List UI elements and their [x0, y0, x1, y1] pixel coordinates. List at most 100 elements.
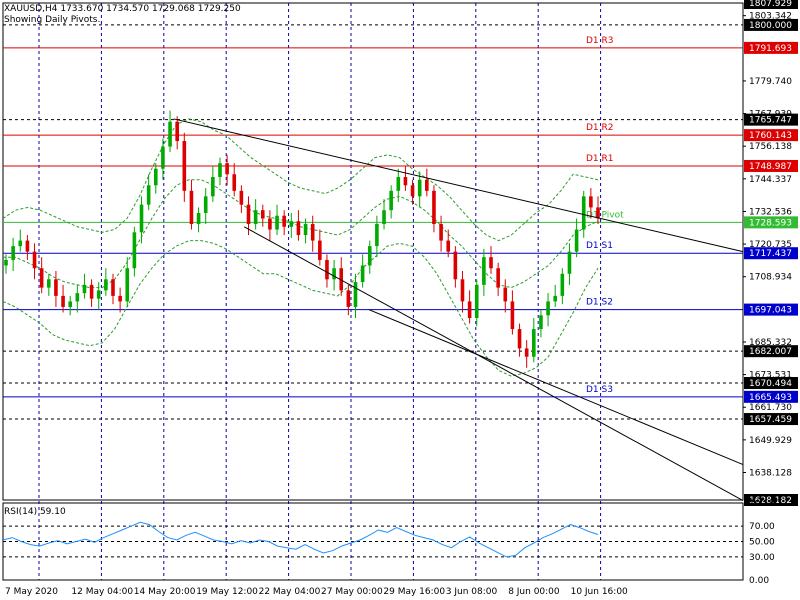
- candle-body: [403, 176, 408, 186]
- candle-body: [253, 210, 258, 225]
- pivot-price-box: [744, 303, 798, 316]
- symbol-info-line: XAUUSD,H4 1733.670 1734.570 1729.068 172…: [4, 4, 241, 14]
- candle-body: [439, 224, 443, 241]
- candle-body: [560, 273, 565, 296]
- candle-body: [517, 329, 522, 349]
- x-tick-label: 8 Jun 00:00: [508, 587, 560, 597]
- pivot-name-label: D1 S1: [586, 241, 613, 251]
- candle-body: [218, 163, 222, 177]
- candle-body: [524, 348, 529, 357]
- candle-body: [417, 179, 422, 197]
- candle-body: [296, 221, 301, 236]
- price-tick-label: 1708.934: [749, 273, 792, 283]
- trendline: [173, 118, 744, 253]
- pivots-note: Showing Daily Pivots.: [4, 15, 101, 25]
- candle-body: [460, 279, 465, 302]
- price-tick-label: 1720.735: [749, 240, 792, 250]
- pivot-name-label: D1 Pivot: [586, 210, 624, 220]
- candle-body: [161, 146, 165, 169]
- rsi-tick-label: 100.00: [749, 499, 781, 509]
- candle-body: [268, 218, 272, 230]
- trendline: [368, 309, 744, 466]
- bollinger-lower: [2, 240, 599, 377]
- price-tick-label: 1638.128: [749, 468, 792, 478]
- candle-body: [275, 215, 279, 230]
- candle-body: [25, 240, 30, 252]
- price-label-box: [744, 494, 798, 506]
- x-tick-label: 22 May 04:00: [259, 587, 321, 597]
- price-label-box: [744, 113, 798, 126]
- candle-body: [332, 268, 336, 280]
- x-tick-label: 14 May 20:00: [134, 587, 196, 597]
- price-label: 1670.494: [749, 379, 792, 389]
- candle-body: [54, 279, 58, 296]
- candle-body: [75, 293, 80, 302]
- pivot-price-label: 1697.043: [749, 306, 792, 316]
- candle-body: [111, 279, 115, 296]
- candle-body: [574, 229, 579, 252]
- rsi-tick-label: 0.00: [749, 576, 769, 586]
- candle-body: [539, 315, 543, 330]
- pivot-price-box: [744, 247, 798, 260]
- candle-body: [453, 251, 458, 280]
- pivot-price-label: 1665.493: [749, 393, 792, 403]
- candle-body: [567, 251, 572, 274]
- price-label-box: [744, 0, 798, 9]
- candle-body: [589, 196, 593, 208]
- candle-body: [532, 329, 536, 357]
- candle-body: [61, 295, 65, 307]
- candle-body: [139, 204, 144, 233]
- pivot-name-label: D1 R1: [586, 154, 614, 164]
- pivot-price-label: 1760.143: [749, 131, 792, 141]
- candle-body: [32, 251, 37, 269]
- candle-body: [18, 240, 23, 247]
- candle-body: [339, 268, 344, 291]
- candle-body: [353, 282, 358, 307]
- candle-body: [432, 190, 436, 225]
- candle-body: [367, 246, 372, 266]
- candle-body: [325, 259, 329, 280]
- price-label-box: [744, 18, 798, 31]
- candle-body: [196, 212, 201, 225]
- price-tick-label: 1685.332: [749, 338, 792, 348]
- rsi-tick-label: 70.00: [749, 522, 775, 532]
- pivot-name-label: D1 S2: [586, 298, 613, 308]
- candle-body: [467, 301, 472, 319]
- candle-body: [346, 290, 351, 307]
- price-tick-label: 1661.730: [749, 403, 792, 413]
- candle-body: [118, 295, 122, 302]
- candle-body: [232, 174, 237, 191]
- trendline: [243, 226, 744, 501]
- candle-body: [153, 168, 158, 186]
- x-tick-label: 19 May 12:00: [196, 587, 258, 597]
- candle-body: [182, 141, 187, 191]
- pivot-name-label: D1 S3: [586, 385, 613, 395]
- candle-body: [260, 210, 265, 219]
- price-tick-label: 1744.337: [749, 175, 792, 185]
- pivot-price-box: [744, 41, 798, 54]
- price-label: 1628.182: [749, 496, 792, 506]
- candle-body: [203, 196, 208, 213]
- price-label: 1765.747: [749, 116, 792, 126]
- candle-body: [246, 204, 251, 225]
- price-tick-label: 1649.929: [749, 436, 792, 446]
- pivot-name-label: D1 R2: [586, 123, 614, 133]
- candle-body: [132, 232, 137, 269]
- candle-body: [39, 268, 44, 288]
- price-tick-label: 1732.536: [749, 207, 792, 217]
- candle-body: [510, 301, 515, 330]
- candle-body: [474, 284, 479, 319]
- candle-body: [168, 121, 172, 147]
- price-label: 1682.007: [749, 347, 792, 357]
- candle-body: [239, 190, 244, 205]
- candle-body: [496, 268, 500, 288]
- bollinger-upper: [2, 118, 599, 242]
- candle-body: [596, 207, 600, 219]
- pivot-price-label: 1717.437: [749, 249, 792, 259]
- candle-body: [125, 268, 130, 302]
- candle-body: [482, 257, 486, 285]
- candle-body: [289, 221, 294, 227]
- candle-body: [581, 196, 586, 230]
- candle-body: [546, 301, 550, 316]
